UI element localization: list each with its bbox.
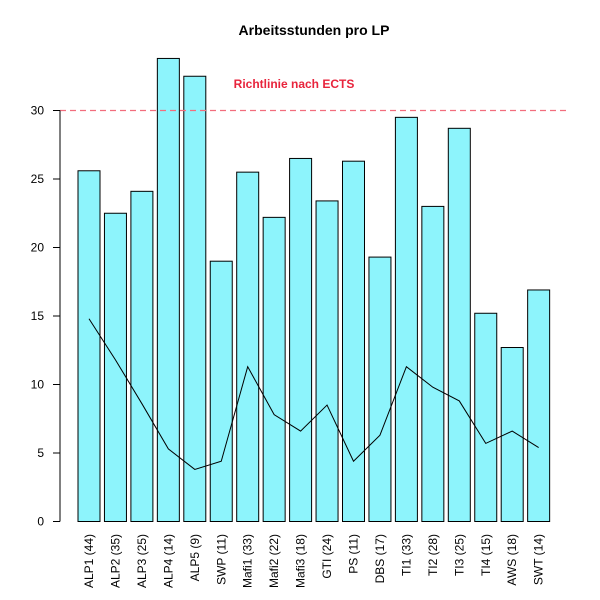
- x-category-label: AWS (18): [505, 534, 519, 586]
- x-category-label: Mafi2 (22): [267, 534, 281, 588]
- bar: [447, 127, 471, 522]
- bar: [77, 170, 101, 522]
- y-axis: 0 5 10 15 20 25 30: [31, 104, 61, 529]
- bar: [262, 216, 286, 523]
- x-category-label: ALP3 (25): [135, 534, 149, 588]
- x-category-label: TI3 (25): [452, 534, 466, 576]
- y-tick-label: 20: [31, 241, 45, 255]
- y-tick-label: 15: [31, 309, 45, 323]
- x-axis-labels: ALP1 (44) ALP2 (35) ALP3 (25) ALP4 (14) ALP5…: [82, 534, 546, 588]
- x-category-label: TI2 (28): [426, 534, 440, 576]
- x-category-label: DBS (17): [373, 534, 387, 583]
- bar: [368, 256, 392, 522]
- y-tick-label: 10: [31, 378, 45, 392]
- x-category-label: ALP2 (35): [108, 534, 122, 588]
- line-series: [88, 318, 539, 470]
- x-category-label: ALP4 (14): [161, 534, 175, 588]
- x-category-label: GTI (24): [320, 534, 334, 579]
- bar: [236, 171, 260, 522]
- x-category-label: Mafi3 (18): [294, 534, 308, 588]
- bar: [500, 347, 524, 523]
- bar: [209, 260, 233, 522]
- x-category-label: ALP5 (9): [188, 534, 202, 581]
- bar: [183, 75, 207, 522]
- chart-title: Arbeitsstunden pro LP: [239, 22, 390, 38]
- bars-group: [77, 57, 551, 523]
- reference-line-label: Richtlinie nach ECTS: [234, 77, 355, 91]
- x-category-label: ALP1 (44): [82, 534, 96, 588]
- line-series-group: [88, 318, 539, 470]
- bar: [156, 57, 180, 522]
- bar: [527, 289, 551, 522]
- bar: [342, 160, 365, 522]
- x-category-label: PS (11): [347, 534, 361, 574]
- bar: [474, 312, 498, 523]
- y-tick-label: 25: [31, 172, 45, 186]
- bar: [103, 212, 127, 522]
- x-category-label: SWP (11): [214, 534, 228, 585]
- bar: [130, 190, 154, 523]
- y-tick-label: 0: [37, 515, 44, 529]
- bar: [315, 200, 339, 522]
- x-category-label: TI4 (15): [479, 534, 493, 576]
- x-category-label: SWT (14): [532, 534, 546, 585]
- x-category-label: Mafi1 (33): [241, 534, 255, 588]
- bar: [394, 116, 418, 522]
- bar: [421, 205, 445, 522]
- x-category-label: TI1 (33): [399, 534, 413, 576]
- y-tick-label: 30: [31, 104, 45, 118]
- y-tick-label: 5: [37, 446, 44, 460]
- bar: [289, 157, 313, 522]
